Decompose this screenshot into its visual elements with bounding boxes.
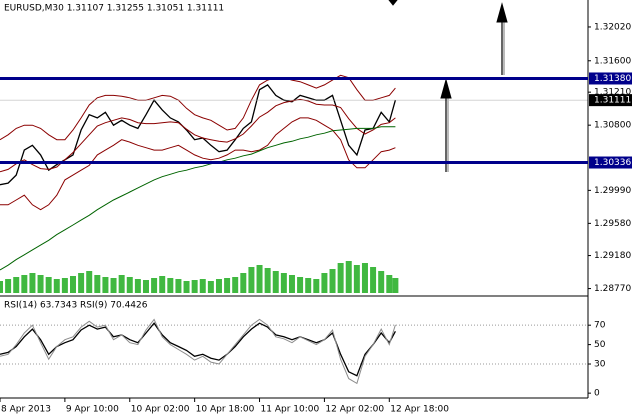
y-tick-label: 50 — [594, 340, 606, 350]
volume-bar — [207, 281, 214, 293]
price-box — [589, 156, 632, 169]
volume-bar — [297, 277, 304, 293]
volume-bar — [13, 277, 20, 293]
volume-bar — [345, 261, 352, 293]
volume-bar — [37, 275, 44, 293]
x-tick-label: 12 Apr 02:00 — [325, 405, 384, 415]
y-tick-label: 1.31210 — [594, 88, 631, 98]
plot — [0, 74, 588, 385]
y-tick-label: 1.32020 — [594, 22, 631, 32]
volume-bar — [313, 279, 320, 293]
volume-bar — [110, 278, 117, 293]
series-line — [0, 98, 396, 173]
volume-bar — [199, 279, 206, 293]
volume-bar — [378, 271, 385, 293]
x-tick-label: 11 Apr 10:00 — [261, 405, 320, 415]
y-tick-label: 0 — [594, 389, 600, 399]
x-tick-label: 12 Apr 18:00 — [390, 405, 449, 415]
volume-bar — [232, 277, 239, 293]
volume-bar — [386, 275, 393, 293]
price-box — [589, 72, 632, 85]
volume-bar — [224, 278, 231, 293]
volume-bar — [305, 278, 312, 293]
volume-bar — [5, 279, 12, 293]
volume-bar — [248, 267, 255, 293]
y-tick-label: 30 — [594, 360, 606, 370]
volume-bar — [69, 276, 76, 293]
volume-bar — [53, 279, 60, 293]
price-box-label: 1.30336 — [594, 158, 631, 168]
volume-bar — [134, 279, 141, 293]
y-tick-label: 1.29580 — [594, 219, 631, 229]
volume-bar — [175, 279, 182, 293]
volume-bar — [240, 273, 247, 293]
volume-bar — [45, 277, 52, 293]
arrow-head — [496, 2, 508, 23]
volume-bar — [142, 280, 149, 293]
volume-bar — [126, 277, 133, 293]
price-box-label: 1.31380 — [594, 74, 631, 84]
volume-bar — [167, 278, 174, 293]
price-box — [589, 94, 632, 107]
volume-bar — [183, 281, 190, 293]
y-tick-label: 1.30800 — [594, 121, 631, 131]
volume-bar — [0, 281, 3, 293]
arrow-head — [440, 78, 452, 99]
series-line — [0, 126, 396, 271]
series-line — [0, 318, 396, 385]
arrow-head — [388, 0, 398, 6]
x-tick-label: 10 Apr 02:00 — [131, 405, 190, 415]
volume-bar — [392, 278, 399, 293]
y-tick-label: 1.28770 — [594, 284, 631, 294]
series-line — [0, 74, 396, 141]
volume-bar — [118, 275, 125, 293]
series-line — [0, 322, 396, 377]
volume-bar — [288, 275, 295, 293]
price-box-label: 1.31111 — [594, 96, 631, 106]
chart-title: EURUSD,M30 1.31107 1.31255 1.31051 1.311… — [4, 4, 224, 14]
volume-bar — [272, 271, 279, 293]
y-tick-label: 70 — [594, 321, 606, 331]
volume-bar — [159, 276, 166, 293]
volume-bar — [151, 278, 158, 293]
volume-bar — [61, 278, 68, 293]
volume-bar — [256, 265, 263, 293]
volume-bar — [215, 279, 222, 293]
volume-bar — [353, 265, 360, 293]
x-tick-label: 8 Apr 2013 — [1, 405, 51, 415]
volume-bar — [78, 273, 85, 293]
volume-bar — [370, 267, 377, 293]
volume-bar — [321, 273, 328, 293]
volume-bar — [337, 263, 344, 293]
y-tick-label: 1.31600 — [594, 56, 631, 66]
rsi-title: RSI(14) 63.7343 RSI(9) 70.4426 — [4, 301, 148, 311]
volume-bar — [102, 277, 109, 293]
volume-bar — [191, 280, 198, 293]
y-tick-label: 1.29990 — [594, 186, 631, 196]
volume-bar — [29, 273, 36, 293]
volume-bar — [94, 275, 101, 293]
volume-bar — [86, 271, 93, 293]
x-tick-label: 9 Apr 10:00 — [66, 405, 119, 415]
arrows — [388, 0, 508, 172]
x-tick-label: 10 Apr 18:00 — [196, 405, 255, 415]
volume-bar — [280, 273, 287, 293]
volume-bar — [361, 263, 368, 293]
volume-bar — [264, 268, 271, 293]
volume-bar — [21, 275, 28, 293]
volume-bar — [329, 269, 336, 293]
y-tick-label: 1.29180 — [594, 251, 631, 261]
series-line — [0, 117, 396, 211]
